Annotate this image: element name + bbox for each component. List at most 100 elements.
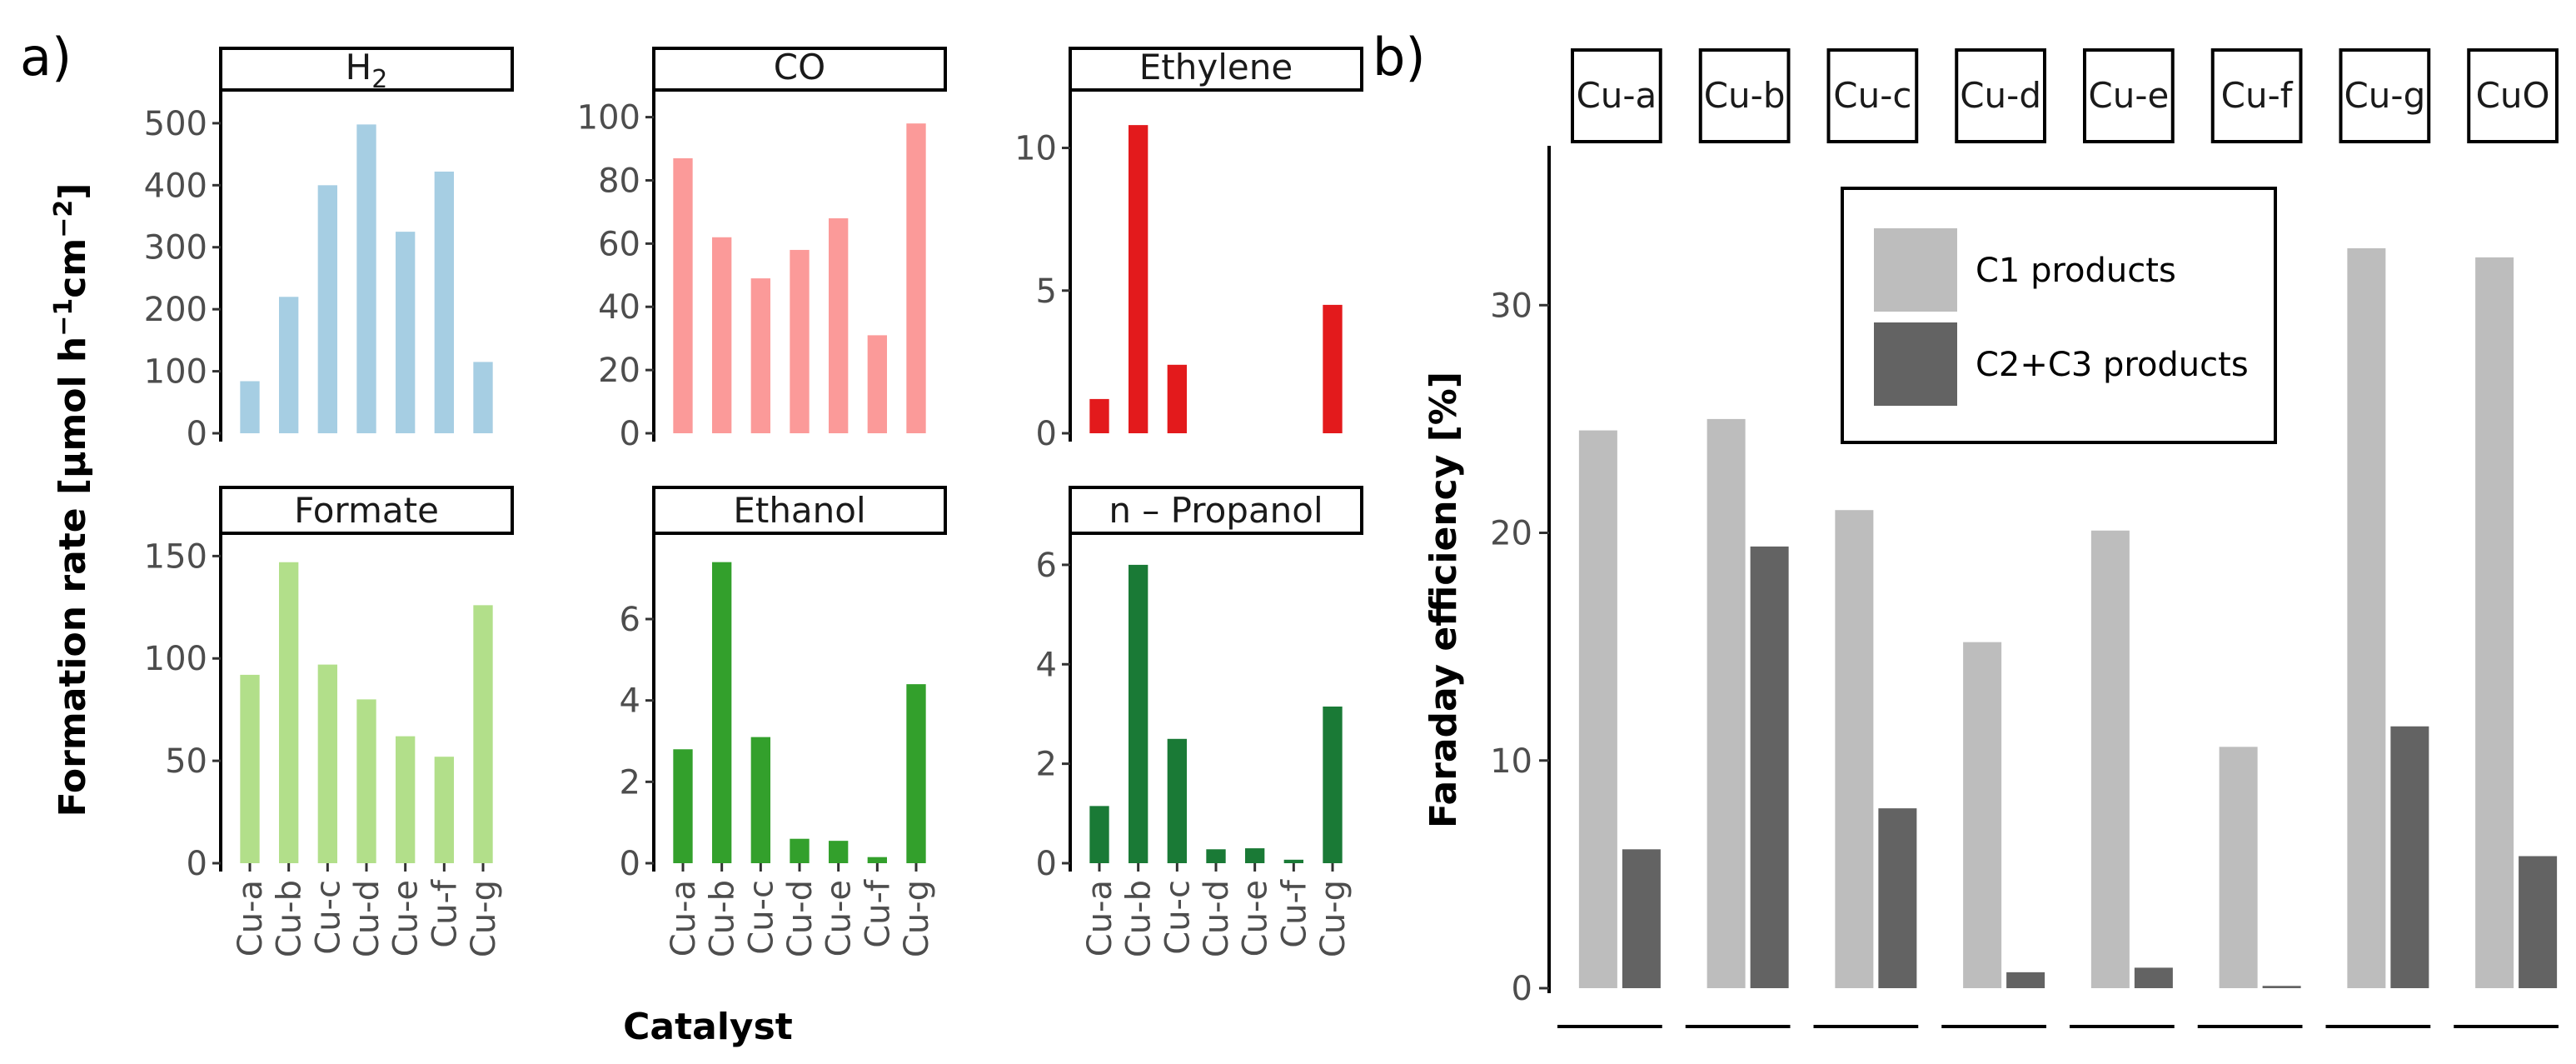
bar-formate-cu-f <box>434 757 454 863</box>
x-tick-label: Cu-d <box>348 880 386 957</box>
bar-h2-cu-c <box>317 185 337 434</box>
facet-ethanol: Ethanol 0 2 4 6 Cu-a Cu-b Cu-c Cu-d Cu-e Cu-f Cu-g <box>620 486 947 957</box>
x-tick-label: Cu-a <box>665 880 703 957</box>
legend-key-c1-products <box>1874 228 1957 312</box>
x-tick-label: Cu-c <box>1158 880 1197 955</box>
facet-co: CO 0 20 40 60 80 100 <box>577 47 947 453</box>
bar-h2-cu-d <box>356 124 376 433</box>
category-strip <box>2339 48 2431 143</box>
facet-strip <box>1069 47 1363 92</box>
facet-title-sub: 2 <box>371 65 387 94</box>
ylabel-main: Formation rate [µmol h <box>52 337 94 817</box>
x-tick-label: Cu-g <box>1314 880 1353 957</box>
y-tick-label: 50 <box>165 742 207 781</box>
bar-c1-products-cu-b <box>1707 418 1746 988</box>
category-strip <box>2467 48 2559 143</box>
x-tick-label: Cu-c <box>309 880 347 955</box>
category-strip <box>1698 48 1791 143</box>
bar-c1-products-cu-a <box>1578 430 1617 988</box>
legend: C1 products C2+C3 products <box>1841 187 2277 444</box>
facet-title: Ethylene <box>1139 47 1293 87</box>
bar-formate-cu-d <box>356 699 376 863</box>
x-tick-label: Cu-e <box>820 880 859 957</box>
category-strip <box>2210 48 2303 143</box>
bar-h2-cu-a <box>240 381 260 433</box>
bar-c2-c3-products-cu-a <box>1622 849 1661 988</box>
x-tick-label: Cu-g <box>465 880 503 957</box>
facet-title: n – Propanol <box>1109 490 1323 531</box>
category-cu-c: Cu-c <box>1813 48 1919 1028</box>
category-label: Cu-c <box>1833 75 1911 116</box>
category-cu-f: Cu-f <box>2197 48 2303 1028</box>
category-label: Cu-b <box>1704 75 1786 116</box>
y-tick-label: 100 <box>144 353 207 392</box>
y-tick-label: 5 <box>1036 272 1057 311</box>
panel-a-xlabel: Catalyst <box>623 1006 793 1048</box>
facet-h2: H2 0 100 200 300 400 500 <box>144 47 514 453</box>
ylabel-sup1: −1 <box>49 298 78 337</box>
bar-formate-cu-g <box>473 605 493 863</box>
bar-c1-products-cuo <box>2475 257 2514 989</box>
category-cu-e: Cu-e <box>2070 48 2175 1028</box>
y-tick-label: 0 <box>1036 415 1057 453</box>
category-strip <box>2083 48 2175 143</box>
bar-c2-c3-products-cu-g <box>2390 726 2429 988</box>
panel-b-y-tick-label: 10 <box>1490 742 1532 781</box>
y-tick-label: 100 <box>144 640 207 678</box>
x-tick-label: Cu-b <box>1120 880 1158 957</box>
bar-ethylene-cu-c <box>1167 364 1187 433</box>
bar-formate-cu-b <box>279 562 299 863</box>
bar-c2-c3-products-cu-e <box>2134 967 2173 988</box>
bar-ethylene-cu-a <box>1089 398 1109 433</box>
bar-formate-cu-a <box>240 674 260 863</box>
x-tick-label: Cu-f <box>1275 879 1313 948</box>
bar-h2-cu-e <box>396 232 416 433</box>
bar-co-cu-e <box>829 218 849 433</box>
bar-c1-products-cu-c <box>1835 510 1874 988</box>
x-tick-label: Cu-b <box>271 880 309 957</box>
bar-co-cu-d <box>790 249 810 433</box>
facet-title-main: H <box>346 47 372 87</box>
x-tick-label: Cu-e <box>387 880 426 957</box>
category-label: Cu-g <box>2344 75 2425 116</box>
y-tick-label: 0 <box>620 845 640 883</box>
bar-c2-c3-products-cu-d <box>2006 972 2045 988</box>
x-tick-label: Cu-a <box>232 880 270 957</box>
panel-b-chart: 0 10 20 30 Cu-a Cu-b Cu-c Cu-d Cu-e Cu-f Cu-g CuO C1… <box>1490 48 2559 1028</box>
x-tick-label: Cu-d <box>1198 880 1236 957</box>
y-tick-label: 60 <box>598 225 640 263</box>
x-tick-label: Cu-f <box>859 879 897 948</box>
bar-h2-cu-b <box>279 297 299 433</box>
category-cu-b: Cu-b <box>1685 48 1791 1028</box>
bar-ethylene-cu-g <box>1323 304 1343 433</box>
ylabel-mid: cm <box>52 238 94 298</box>
category-cuo: CuO <box>2454 48 2559 1028</box>
category-cu-g: Cu-g <box>2325 48 2431 1028</box>
facet-strip <box>652 486 947 535</box>
ylabel-end: ] <box>52 183 94 200</box>
bar-ethanol-cu-a <box>673 749 693 863</box>
facet-strip <box>1069 486 1363 535</box>
bar-ethanol-cu-g <box>906 684 926 863</box>
bar-co-cu-a <box>673 157 693 434</box>
bar-ethylene-cu-b <box>1129 125 1148 433</box>
bar-ethanol-cu-c <box>750 737 770 863</box>
panel-b-y-tick-label: 30 <box>1490 287 1532 325</box>
bar-h2-cu-g <box>473 362 493 433</box>
bar-c1-products-cu-e <box>2090 530 2130 988</box>
category-label: Cu-a <box>1576 75 1657 116</box>
y-tick-label: 300 <box>144 229 207 267</box>
bar-formate-cu-e <box>396 736 416 863</box>
panel-b-label: b) <box>1373 27 1426 87</box>
facet-strip <box>219 47 514 92</box>
bar-ethanol-cu-f <box>867 857 887 863</box>
facet-n-propanol: n – Propanol 0 2 4 6 Cu-a Cu-b Cu-c Cu-d Cu-e Cu-f… <box>1036 486 1363 957</box>
legend-label-c1-products: C1 products <box>1976 252 2176 290</box>
ylabel-sup2: −2 <box>49 200 78 238</box>
bar-co-cu-f <box>867 335 887 433</box>
panel-b-y-tick-label: 20 <box>1490 515 1532 553</box>
x-tick-label: Cu-a <box>1081 880 1119 957</box>
y-tick-label: 4 <box>1036 646 1057 684</box>
panel-b-ylabel: Faraday efficiency [%] <box>1423 372 1465 828</box>
